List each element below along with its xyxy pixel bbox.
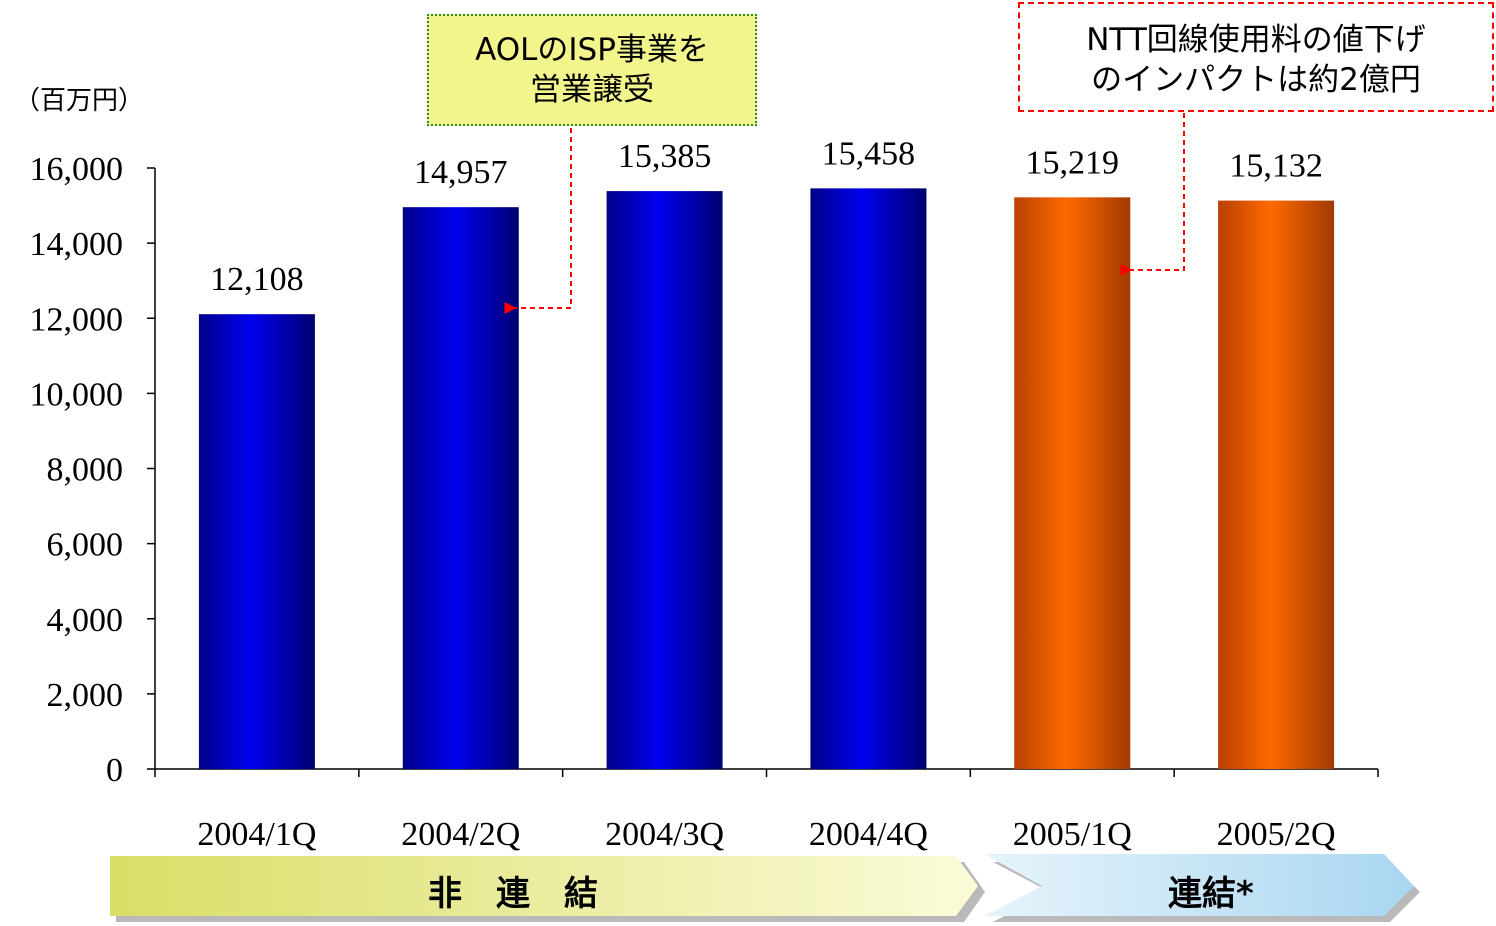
non-consolidated-label: 非 連 結 [428,874,598,914]
consolidated-label: 連結* [1168,874,1254,914]
x-tick-label: 2005/1Q [1013,816,1132,853]
aol-callout-line-1: AOLのISP事業を [475,32,709,68]
ntt-callout-line-2: のインパクトは約2億円 [1091,62,1421,98]
aol-callout-line-2: 営業譲受 [530,72,654,108]
y-tick-label: 16,000 [30,151,124,188]
y-tick-label: 0 [106,752,123,789]
bar-2005/2Q [1218,200,1335,769]
bar-2004/3Q [606,191,723,769]
labels: 12,108 2004/1Q 14,957 2004/2Q 15,385 2004/3Q 1… [197,135,1335,853]
consolidated-band [984,854,1420,922]
y-tick-label: 12,000 [30,301,124,338]
ntt-callout-leader [1120,113,1185,276]
bar-2005/1Q [1014,197,1131,770]
unit-label: （百万円） [14,86,145,116]
bar-2004/4Q [810,188,927,769]
non-consolidated-band [110,856,985,922]
ntt-callout-line-1: NTT回線使用料の値下げ [1086,22,1426,58]
value-label: 12,108 [210,261,304,298]
y-tick-label: 6,000 [47,527,124,564]
y-tick-label: 8,000 [47,452,124,489]
y-tick-label: 4,000 [47,602,124,639]
x-tick-label: 2004/2Q [401,816,520,853]
value-label: 15,458 [822,135,916,172]
bar-2004/1Q [198,314,315,769]
x-tick-label: 2004/3Q [605,816,724,853]
value-label: 15,132 [1229,148,1323,185]
y-tick-label: 14,000 [30,226,124,263]
value-label: 14,957 [414,154,508,191]
x-tick-label: 2004/4Q [809,816,928,853]
ntt-callout: NTT回線使用料の値下げ のインパクトは約2億円 [1018,2,1494,112]
value-label: 15,219 [1026,144,1120,181]
y-tick-label: 2,000 [47,677,124,714]
aol-callout: AOLのISP事業を 営業譲受 [427,14,757,126]
x-tick-label: 2004/1Q [197,816,316,853]
value-label: 15,385 [618,138,712,175]
bar-2004/2Q [402,207,519,770]
y-tick-label: 10,000 [30,376,124,413]
aol-callout-leader [504,128,572,314]
x-tick-label: 2005/2Q [1217,816,1336,853]
bars [198,188,1335,770]
axes: 0 2,000 4,000 6,000 8,000 10,000 12,000 14,000 1… [30,151,1379,789]
